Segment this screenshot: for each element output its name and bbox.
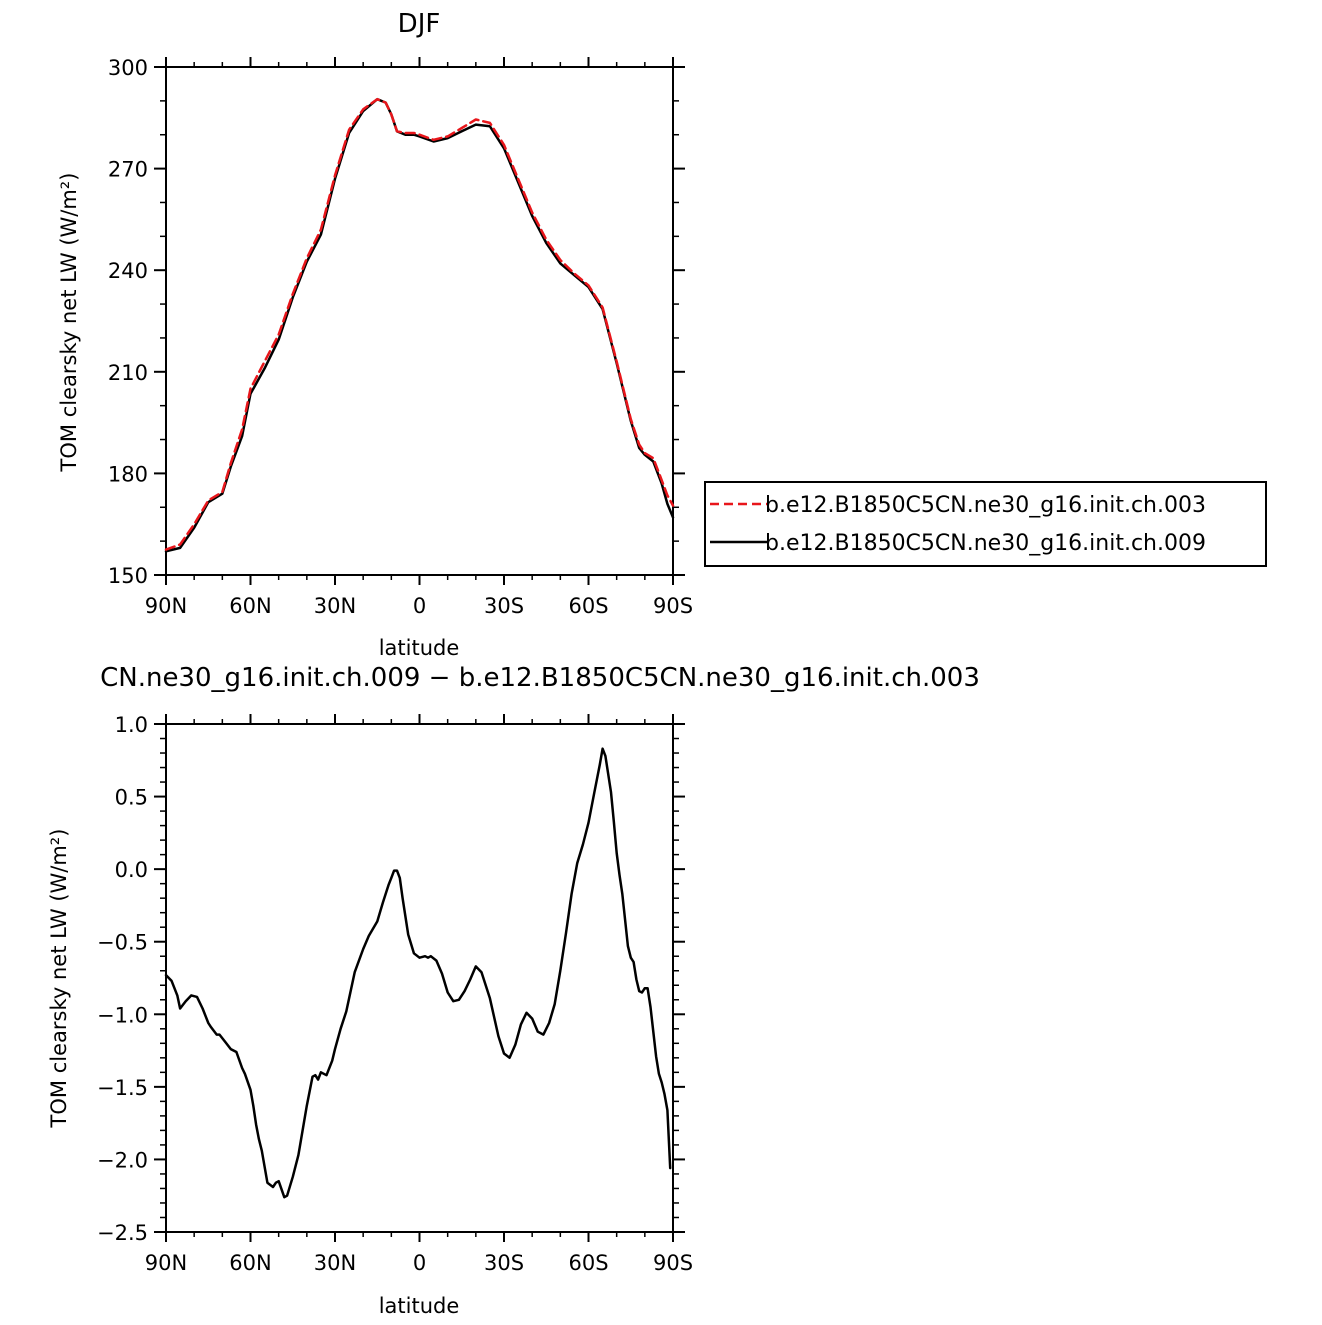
top-chart-title: DJF <box>398 9 441 39</box>
panel-top-chart: DJF 90N 60N 30N 0 30S 60S 90S 150 180 210 240 270 30… <box>57 9 693 660</box>
top-y-tick-label: 180 <box>108 462 148 486</box>
bottom-x-tick-label: 30N <box>314 1251 356 1275</box>
top-x-tick-label: 90S <box>653 594 693 618</box>
top-series-line-0 <box>164 97 675 551</box>
bottom-y-tick-label: 1.0 <box>115 713 148 737</box>
top-y-tick-label: 300 <box>108 56 148 80</box>
top-plot-frame <box>165 66 674 576</box>
bottom-y-axis-label: TOM clearsky net LW (W/m²) <box>47 829 71 1129</box>
bottom-x-tick-label: 90S <box>653 1251 693 1275</box>
bottom-y-tick-label: −1.5 <box>97 1076 148 1100</box>
top-y-tick-label: 270 <box>108 158 148 182</box>
legend-entry-series-003: b.e12.B1850C5CN.ne30_g16.init.ch.003 <box>765 493 1206 518</box>
bottom-x-tick-label: 60N <box>229 1251 271 1275</box>
bottom-x-tick-label: 30S <box>484 1251 524 1275</box>
top-x-tick-label: 30S <box>484 594 524 618</box>
bottom-y-tick-label: −2.5 <box>97 1221 148 1245</box>
top-x-axis-label: latitude <box>379 636 460 660</box>
bottom-plot-frame <box>165 723 674 1233</box>
bottom-y-tick-label: −0.5 <box>97 931 148 955</box>
bottom-y-tick-label: 0.5 <box>115 786 148 810</box>
bottom-x-tick-label: 60S <box>568 1251 608 1275</box>
bottom-series-line-0 <box>164 747 672 1199</box>
panel-bottom-chart: CN.ne30_g16.init.ch.009 − b.e12.B1850C5C… <box>47 663 980 1318</box>
top-y-tick-label: 150 <box>108 564 148 588</box>
legend-box <box>704 481 1267 567</box>
top-y-tick-label: 240 <box>108 259 148 283</box>
bottom-plot-area: 90N 60N 30N 0 30S 60S 90S −2.5 −2.0 −1.5 −1.0 −0.5 0… <box>97 713 693 1275</box>
top-x-tick-label: 90N <box>145 594 187 618</box>
bottom-x-tick-label: 0 <box>413 1251 426 1275</box>
legend: b.e12.B1850C5CN.ne30_g16.init.ch.003 b.e… <box>704 481 1267 567</box>
bottom-x-tick-label: 90N <box>145 1251 187 1275</box>
bottom-y-tick-label: −2.0 <box>97 1148 148 1172</box>
top-series-line-1 <box>164 97 675 553</box>
top-x-tick-label: 0 <box>413 594 426 618</box>
top-x-tick-label: 60N <box>229 594 271 618</box>
bottom-x-axis-label: latitude <box>379 1294 460 1318</box>
top-plot-area: 90N 60N 30N 0 30S 60S 90S 150 180 210 240 270 300 <box>108 56 693 618</box>
top-x-tick-label: 30N <box>314 594 356 618</box>
bottom-chart-title: CN.ne30_g16.init.ch.009 − b.e12.B1850C5C… <box>100 663 980 693</box>
top-y-axis-label: TOM clearsky net LW (W/m²) <box>57 173 81 473</box>
top-y-tick-label: 210 <box>108 361 148 385</box>
top-x-tick-label: 60S <box>568 594 608 618</box>
bottom-y-tick-label: −1.0 <box>97 1003 148 1027</box>
legend-entry-series-009: b.e12.B1850C5CN.ne30_g16.init.ch.009 <box>765 531 1206 556</box>
bottom-y-tick-label: 0.0 <box>115 858 148 882</box>
